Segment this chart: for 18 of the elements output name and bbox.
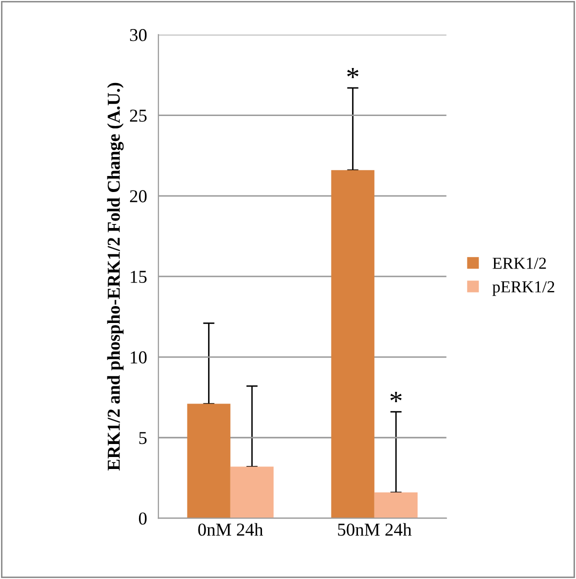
y-tick-label: 10 xyxy=(130,351,147,364)
bar xyxy=(230,466,274,518)
annotation: * xyxy=(390,392,402,402)
y-tick-label: 15 xyxy=(130,270,147,283)
bar xyxy=(187,404,230,518)
y-tick-label: 0 xyxy=(138,512,147,525)
y-axis-title: ERK1/2 and phospho-ERK1/2 Fold Change (A.U.) xyxy=(107,82,124,471)
annotation: * xyxy=(347,68,358,78)
y-tick-label: 30 xyxy=(130,28,147,42)
y-tick-label: 25 xyxy=(130,110,147,122)
y-tick-label: 5 xyxy=(139,432,147,444)
legend-label: ERK1/2 xyxy=(492,258,546,269)
x-tick-label: 50nM 24h xyxy=(338,523,412,536)
y-tick-label: 20 xyxy=(130,190,147,202)
bar xyxy=(331,170,374,518)
x-tick-label: 0nM 24h xyxy=(198,523,264,536)
legend-label: pERK1/2 xyxy=(492,281,554,296)
bar xyxy=(374,492,418,518)
